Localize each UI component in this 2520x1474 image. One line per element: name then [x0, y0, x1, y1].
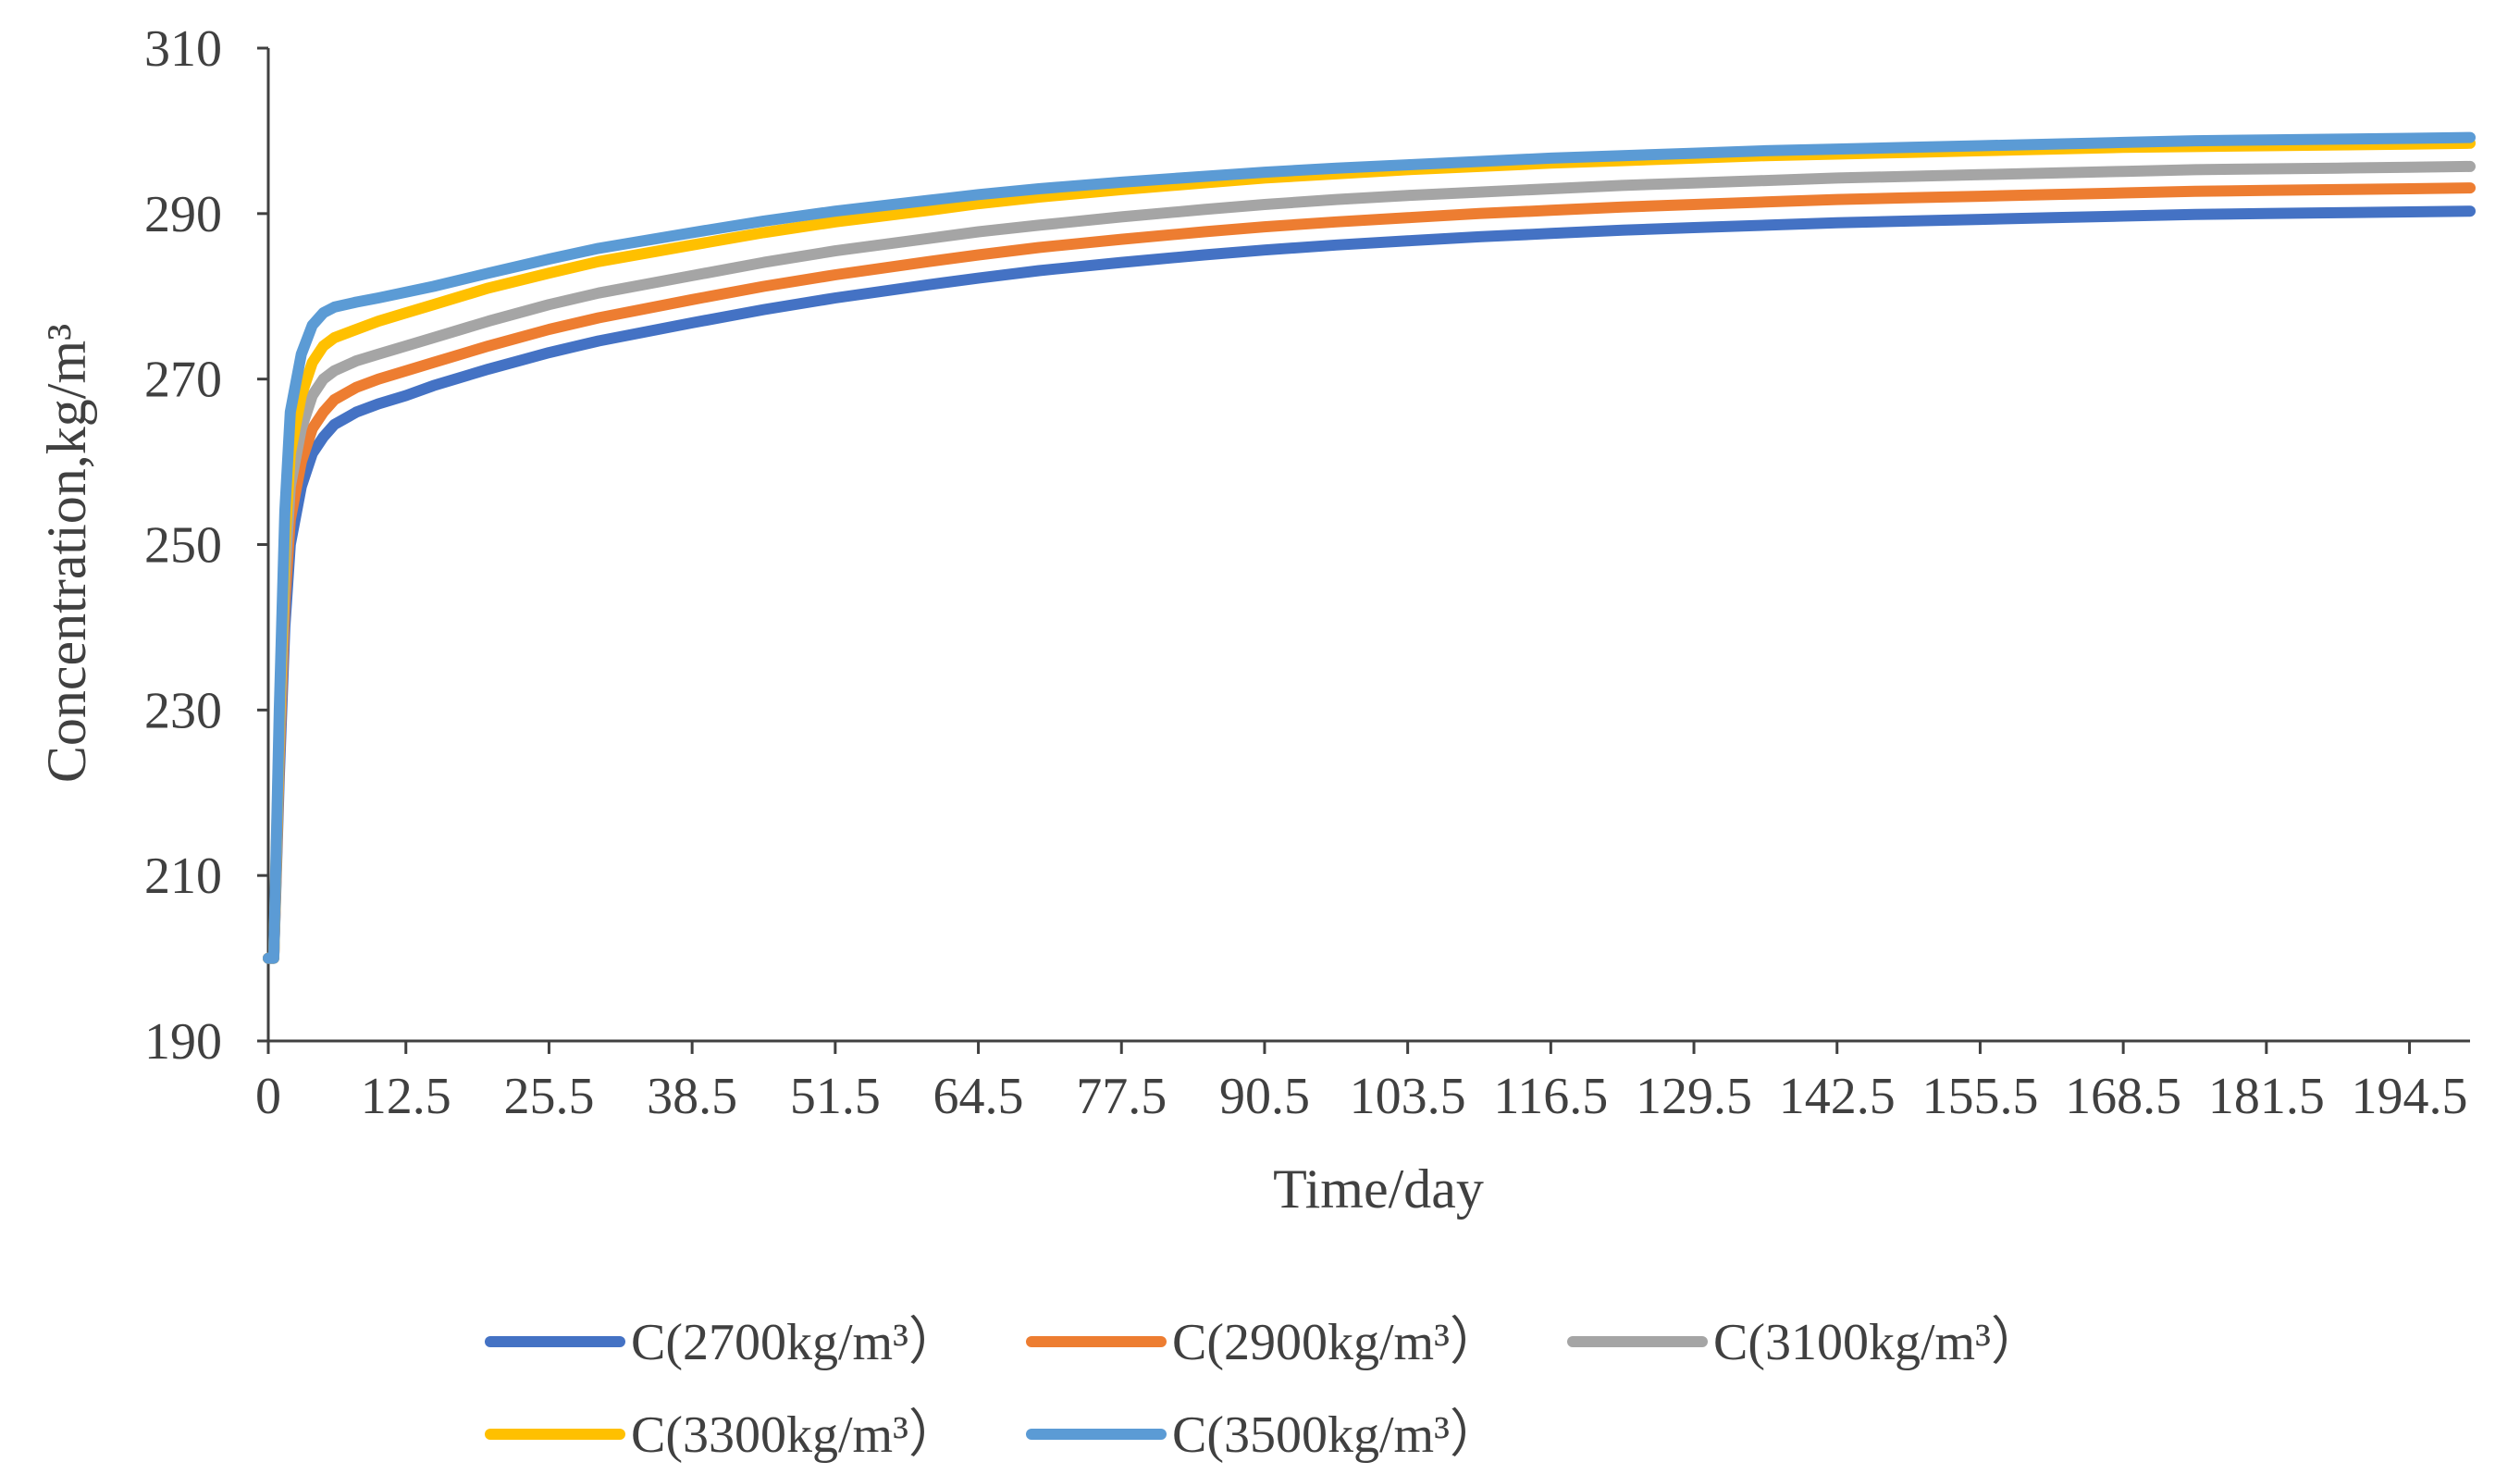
series-line-3: [263, 160, 2476, 964]
series-line-1: [263, 205, 2476, 964]
x-tick-label: 64.5: [933, 1068, 1024, 1125]
x-tick-label: 0: [255, 1068, 281, 1125]
y-tick-label: 190: [144, 1013, 222, 1071]
legend-label: C(3100kg/m³）: [1713, 1314, 2043, 1371]
y-tick-label: 210: [144, 848, 222, 905]
x-tick-label: 116.5: [1493, 1068, 1608, 1125]
y-ticks: 190 210 230 250 270 290 310: [144, 20, 268, 1071]
x-tick-label: 155.5: [1921, 1068, 2038, 1125]
legend-label: C(2900kg/m³）: [1172, 1314, 1501, 1371]
x-tick-label: 168.5: [2065, 1068, 2181, 1125]
x-axis-title: Time/day: [1273, 1158, 1484, 1220]
series-line-4: [263, 137, 2476, 964]
x-tick-label: 77.5: [1076, 1068, 1167, 1125]
y-tick-label: 250: [144, 517, 222, 575]
series-lines: [263, 131, 2476, 964]
x-tick-label: 51.5: [790, 1068, 881, 1125]
x-tick-label: 12.5: [361, 1068, 451, 1125]
y-tick-label: 270: [144, 352, 222, 409]
series-line-2: [263, 182, 2476, 964]
y-tick-label: 310: [144, 20, 222, 78]
y-tick-label: 230: [144, 682, 222, 739]
legend: C(2700kg/m³） C(2900kg/m³） C(3100kg/m³） C(33…: [485, 1314, 2043, 1464]
y-tick-label: 290: [144, 186, 222, 243]
legend-label: C(3300kg/m³）: [631, 1406, 960, 1464]
legend-label: C(2700kg/m³）: [631, 1314, 960, 1371]
x-tick-label: 25.5: [503, 1068, 594, 1125]
y-axis-title: Concentration,kg/m³: [36, 324, 97, 783]
x-tick-label: 142.5: [1779, 1068, 1896, 1125]
x-tick-label: 103.5: [1350, 1068, 1466, 1125]
x-tick-label: 38.5: [647, 1068, 737, 1125]
legend-label: C(3500kg/m³）: [1172, 1406, 1501, 1464]
x-tick-label: 129.5: [1636, 1068, 1752, 1125]
x-tick-label: 181.5: [2208, 1068, 2325, 1125]
series-line-5: [263, 131, 2476, 964]
x-tick-label: 90.5: [1219, 1068, 1310, 1125]
x-tick-label: 194.5: [2352, 1068, 2468, 1125]
x-ticks: 0 12.5 25.5 38.5 51.5 64.5 77.5 90.5 103.5 116.5 1…: [255, 1041, 2468, 1125]
